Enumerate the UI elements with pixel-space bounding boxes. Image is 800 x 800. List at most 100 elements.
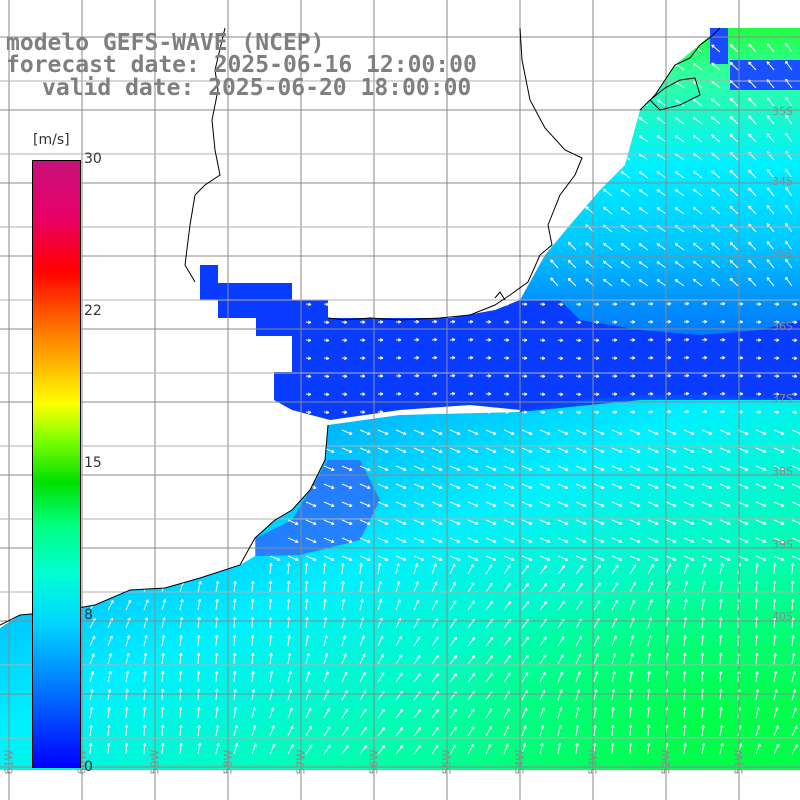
wind-arrow (359, 562, 363, 575)
wind-arrow (656, 135, 667, 143)
wind-arrow (377, 501, 389, 507)
wind-arrow (575, 600, 583, 611)
wind-arrow (692, 242, 703, 251)
wind-arrow (431, 708, 440, 719)
wind-arrow (611, 302, 618, 306)
wind-arrow (269, 670, 274, 683)
wind-arrow (539, 447, 551, 453)
wind-arrow (748, 169, 757, 179)
wind-arrow (647, 537, 659, 543)
wind-arrow (647, 356, 654, 360)
colorbar-unit: [m/s] (33, 132, 70, 148)
wind-arrow (701, 555, 713, 561)
wind-arrow (377, 483, 389, 489)
wind-arrow (485, 690, 493, 701)
wind-arrow (377, 562, 382, 575)
wind-arrow (521, 555, 533, 561)
wind-arrow (784, 204, 793, 215)
wind-arrow (692, 62, 703, 71)
wind-arrow (755, 356, 762, 360)
wind-arrow (232, 670, 237, 683)
wind-arrow (550, 259, 559, 269)
wind-arrow (521, 743, 527, 755)
wind-arrow (620, 206, 631, 215)
wind-arrow (323, 392, 330, 397)
wind-arrow (719, 688, 723, 701)
wind-arrow (485, 501, 497, 507)
wind-arrow (431, 301, 438, 306)
wind-arrow (142, 688, 147, 701)
wind-arrow (503, 600, 512, 611)
wind-arrow (359, 708, 367, 719)
wind-arrow (341, 708, 349, 719)
wind-arrow (521, 465, 533, 471)
wind-arrow (647, 670, 651, 683)
wind-arrow (539, 374, 546, 379)
wind-arrow (377, 708, 386, 719)
wind-arrow (773, 374, 780, 378)
wind-arrow (674, 45, 685, 53)
wind-arrow (692, 206, 703, 215)
wind-arrow (341, 338, 348, 342)
wind-arrow (341, 356, 348, 360)
wind-arrow (305, 555, 317, 561)
wind-arrow (107, 688, 112, 701)
wind-arrow (773, 688, 778, 701)
wind-arrow (413, 483, 425, 489)
latitude-label: 35S (772, 105, 793, 118)
wind-arrow (197, 742, 202, 755)
wind-arrow (575, 356, 582, 361)
wind-arrow (197, 724, 201, 737)
wind-arrow (620, 260, 631, 269)
wind-arrow (791, 392, 798, 397)
wind-arrow (766, 133, 775, 143)
wind-arrow (233, 724, 238, 737)
wind-arrow (700, 670, 705, 683)
wind-arrow (755, 338, 762, 342)
wind-arrow (485, 600, 494, 611)
wind-arrow (773, 652, 777, 665)
wind-arrow (665, 555, 677, 561)
wind-arrow (719, 555, 731, 561)
wind-arrow (611, 501, 623, 507)
wind-arrow (143, 617, 149, 629)
wind-arrow (467, 636, 476, 647)
wind-arrow (323, 519, 335, 525)
wind-arrow (784, 132, 793, 143)
wind-arrow (431, 355, 438, 360)
wind-arrow (268, 634, 273, 647)
wind-arrow (485, 564, 493, 575)
wind-arrow (323, 501, 335, 507)
wind-arrow (711, 242, 721, 251)
wind-arrow (178, 724, 183, 737)
wind-arrow (665, 429, 677, 435)
wind-arrow (449, 744, 457, 755)
wind-arrow (503, 302, 510, 306)
wind-arrow (323, 744, 331, 755)
wind-arrow (287, 634, 291, 647)
wind-arrow (629, 519, 641, 525)
wind-arrow (539, 555, 551, 561)
wind-arrow (395, 744, 404, 755)
wind-arrow (503, 429, 515, 435)
wind-arrow (431, 373, 438, 378)
wind-arrow (323, 356, 330, 361)
wind-arrow (629, 688, 633, 701)
wind-arrow (377, 320, 384, 324)
wind-arrow (196, 688, 201, 701)
wind-arrow (701, 429, 713, 435)
wind-arrow (88, 742, 93, 755)
wind-arrow (449, 447, 461, 453)
wind-arrow (784, 114, 793, 125)
wind-arrow (784, 42, 793, 53)
wind-arrow (719, 320, 726, 324)
wind-arrow (196, 634, 201, 647)
wind-arrow (359, 392, 366, 396)
wind-arrow (125, 688, 129, 701)
wind-arrow (359, 501, 371, 507)
wind-arrow (683, 537, 695, 543)
wind-arrow (323, 374, 330, 379)
wind-arrow (592, 742, 597, 755)
wind-arrow (784, 60, 793, 71)
wind-arrow (593, 706, 598, 719)
